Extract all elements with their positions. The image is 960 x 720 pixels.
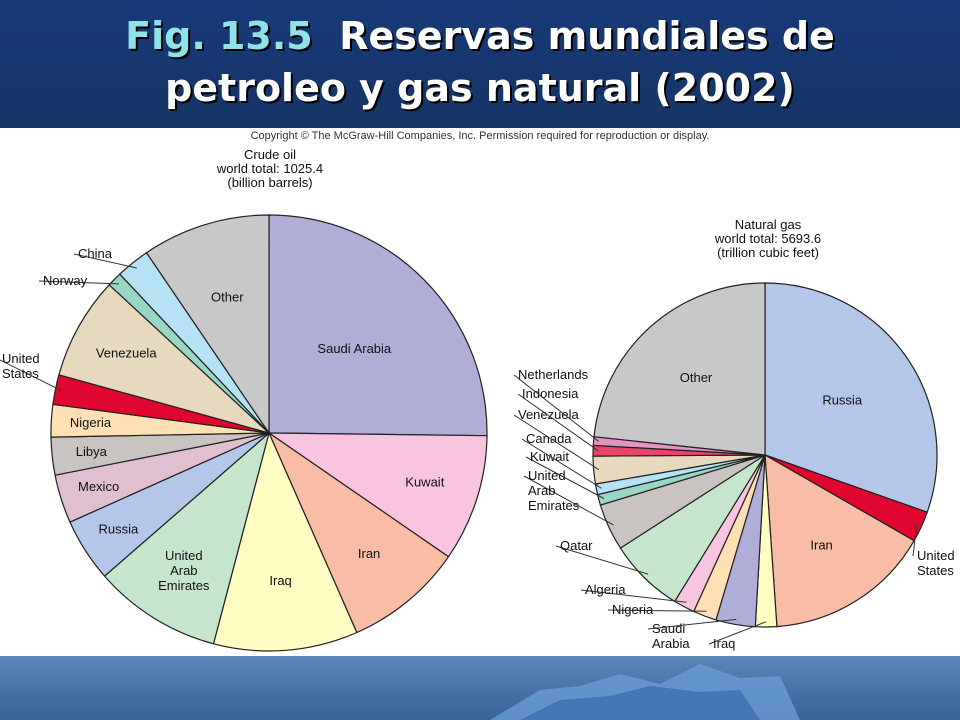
leader-line [517, 393, 599, 452]
title-line-2: petroleo y gas natural (2002) [165, 66, 795, 110]
slice-label-united-arab-emirates: United Arab Emirates [528, 468, 580, 513]
title-bar: Fig. 13.5 Reservas mundiales de petroleo… [0, 0, 960, 128]
slide-title: Fig. 13.5 Reservas mundiales de petroleo… [0, 10, 960, 114]
pie-slice-other [145, 214, 270, 435]
chart-title-line: world total: 1025.4 [216, 161, 323, 176]
figure-number: Fig. 13.5 [125, 14, 313, 58]
slice-label-venezuela: Venezuela [518, 407, 579, 422]
pie-slice-iran [267, 431, 450, 634]
slice-label-canada: Canada [526, 431, 572, 446]
leader-line [73, 253, 137, 269]
slice-label-mexico: Mexico [78, 479, 119, 494]
slice-label-united-states: United States [2, 351, 40, 381]
pie-slice-saudi-arabia [268, 214, 488, 437]
chart-title-line: Crude oil [244, 147, 296, 162]
leader-line [708, 621, 767, 645]
slice-label-other: Other [211, 290, 244, 305]
slice-label-nigeria: Nigeria [70, 415, 112, 430]
slice-label-algeria: Algeria [585, 582, 626, 597]
leader-line [555, 545, 649, 575]
leader-line [0, 359, 63, 392]
slice-label-norway: Norway [43, 273, 88, 288]
pie-slice-venezuela [58, 283, 270, 434]
slice-label-iraq: Iraq [269, 573, 291, 588]
slice-label-iraq: Iraq [713, 636, 735, 651]
figure-panel: Copyright © The McGraw-Hill Companies, I… [0, 128, 960, 656]
slice-label-nigeria: Nigeria [612, 602, 654, 617]
decorative-footer [0, 656, 960, 720]
chart-title-line: (billion barrels) [227, 175, 312, 190]
gas-pie-chart: Russia United States Iran Iraq Saudi Arabia Nig… [513, 282, 955, 651]
copyright-notice: Copyright © The McGraw-Hill Companies, I… [250, 130, 710, 142]
pie-slice-kuwait [267, 432, 488, 558]
leader-line [513, 414, 600, 471]
slice-label-russia: Russia [99, 521, 140, 536]
slice-label-qatar: Qatar [560, 538, 593, 553]
slice-label-libya: Libya [76, 444, 108, 459]
slice-label-china: China [78, 246, 113, 261]
leader-line [513, 374, 600, 442]
slice-label-indonesia: Indonesia [522, 386, 579, 401]
mountain-graphic [490, 664, 800, 720]
leader-line [525, 456, 605, 499]
pie-slice-united-arab-emirates [103, 431, 271, 645]
pie-slice-russia [764, 282, 938, 513]
slice-label-united-arab-emirates: United Arab Emirates [158, 548, 210, 593]
slice-label-saudi-arabia: Saudi Arabia [317, 341, 391, 356]
oil-pie-chart: Saudi Arabia Kuwait Iran Iraq United Arab Emir… [0, 214, 488, 652]
chart-title-line: Natural gas [735, 217, 802, 232]
pie-slice-other [593, 282, 766, 456]
leader-line [523, 475, 614, 526]
pie-slice-iran [764, 453, 915, 628]
leader-line [521, 438, 602, 489]
slice-label-netherlands: Netherlands [518, 367, 589, 382]
slice-label-saudi-arabia: Saudi Arabia [652, 621, 690, 651]
pie-slice-iraq [212, 431, 358, 652]
slice-label-iran: Iran [358, 546, 380, 561]
title-line-1: Reservas mundiales de [339, 14, 835, 58]
leader-line [38, 280, 120, 285]
chart-title-line: world total: 5693.6 [714, 231, 821, 246]
slice-label-kuwait: Kuwait [405, 475, 444, 490]
chart-title-line: (trillion cubic feet) [717, 245, 819, 260]
slice-label-russia: Russia [822, 392, 863, 407]
leader-line [647, 618, 737, 630]
leader-line [912, 524, 918, 557]
slice-label-venezuela: Venezuela [96, 345, 157, 360]
slice-label-other: Other [680, 370, 713, 385]
leader-line [580, 589, 687, 603]
slice-label-iran: Iran [810, 537, 832, 552]
leader-line [607, 609, 707, 612]
slice-label-united-states: United States [917, 548, 955, 578]
